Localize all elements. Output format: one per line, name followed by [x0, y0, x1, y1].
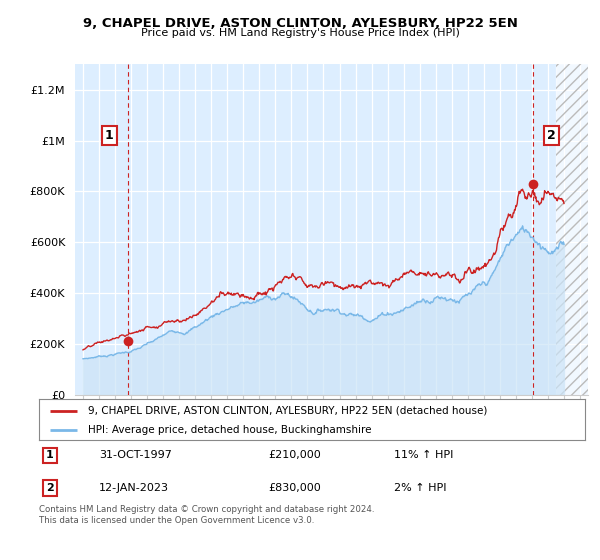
Text: 31-OCT-1997: 31-OCT-1997 — [99, 450, 172, 460]
Bar — [556, 64, 588, 395]
Text: 1: 1 — [46, 450, 54, 460]
Text: Contains HM Land Registry data © Crown copyright and database right 2024.
This d: Contains HM Land Registry data © Crown c… — [39, 505, 374, 525]
Text: 1: 1 — [105, 129, 113, 142]
Text: 12-JAN-2023: 12-JAN-2023 — [99, 483, 169, 493]
Text: 11% ↑ HPI: 11% ↑ HPI — [394, 450, 453, 460]
Text: 9, CHAPEL DRIVE, ASTON CLINTON, AYLESBURY, HP22 5EN (detached house): 9, CHAPEL DRIVE, ASTON CLINTON, AYLESBUR… — [88, 405, 488, 416]
Text: Price paid vs. HM Land Registry's House Price Index (HPI): Price paid vs. HM Land Registry's House … — [140, 28, 460, 38]
Text: HPI: Average price, detached house, Buckinghamshire: HPI: Average price, detached house, Buck… — [88, 424, 371, 435]
Text: 2: 2 — [547, 129, 556, 142]
Text: 9, CHAPEL DRIVE, ASTON CLINTON, AYLESBURY, HP22 5EN: 9, CHAPEL DRIVE, ASTON CLINTON, AYLESBUR… — [83, 17, 517, 30]
Text: 2: 2 — [46, 483, 54, 493]
Text: £830,000: £830,000 — [268, 483, 321, 493]
Text: £210,000: £210,000 — [268, 450, 321, 460]
Bar — [556, 64, 588, 395]
Text: 2% ↑ HPI: 2% ↑ HPI — [394, 483, 446, 493]
